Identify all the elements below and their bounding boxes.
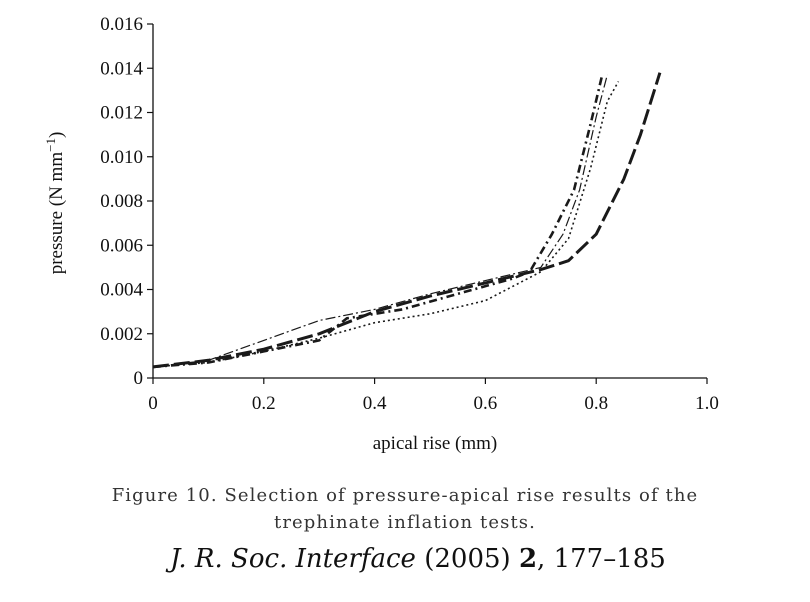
x-tick-label: 0.8 (584, 393, 608, 414)
y-axis-label-sup: −1 (43, 138, 58, 152)
x-tick-label: 0 (148, 393, 158, 414)
y-tick-label: 0.010 (100, 147, 143, 168)
y-tick-label: 0.012 (100, 103, 143, 124)
series-line-1 (152, 72, 662, 369)
y-tick-label: 0.006 (100, 235, 143, 256)
y-tick-label: 0 (134, 368, 144, 389)
y-tick-label: 0.004 (100, 280, 143, 301)
series-line-2 (152, 76, 603, 369)
x-tick-label: 1.0 (695, 393, 719, 414)
y-tick-label: 0.008 (100, 191, 143, 212)
y-axis-label-close: ) (46, 132, 67, 138)
series-layer (152, 72, 662, 369)
x-axis-label: apical rise (mm) (373, 433, 498, 454)
journal-volume: 2 (518, 544, 538, 574)
x-tick-label: 0.4 (363, 393, 387, 414)
y-tick-label: 0.014 (100, 58, 143, 79)
series-line-4 (152, 74, 608, 368)
chart: 0 0.2 0.4 0.6 0.8 1.0 0 0.002 0.004 0.006 0.008 0.0… (43, 14, 719, 454)
y-axis-label: pressure (N mm−1) (43, 132, 67, 275)
journal-citation: J. R. Soc. Interface (2005) 2, 177–185 (170, 544, 800, 574)
journal-name: J. R. Soc. Interface (170, 544, 416, 574)
figure-caption-line2: trephinate inflation tests. (274, 512, 536, 533)
ticks: 0 0.2 0.4 0.6 0.8 1.0 0 0.002 0.004 0.006 0.008 0.0… (100, 14, 719, 414)
axes (152, 24, 707, 379)
y-tick-label: 0.002 (100, 324, 143, 345)
figure-caption-line1: Figure 10. Selection of pressure-apical … (111, 485, 699, 506)
journal-year: (2005) (424, 544, 511, 574)
x-tick-label: 0.6 (474, 393, 498, 414)
x-tick-label: 0.2 (252, 393, 276, 414)
y-axis-label-main: pressure (N mm (46, 152, 67, 275)
journal-pages: , 177–185 (537, 544, 666, 574)
y-tick-label: 0.016 (100, 14, 143, 35)
series-line-3 (152, 81, 620, 368)
